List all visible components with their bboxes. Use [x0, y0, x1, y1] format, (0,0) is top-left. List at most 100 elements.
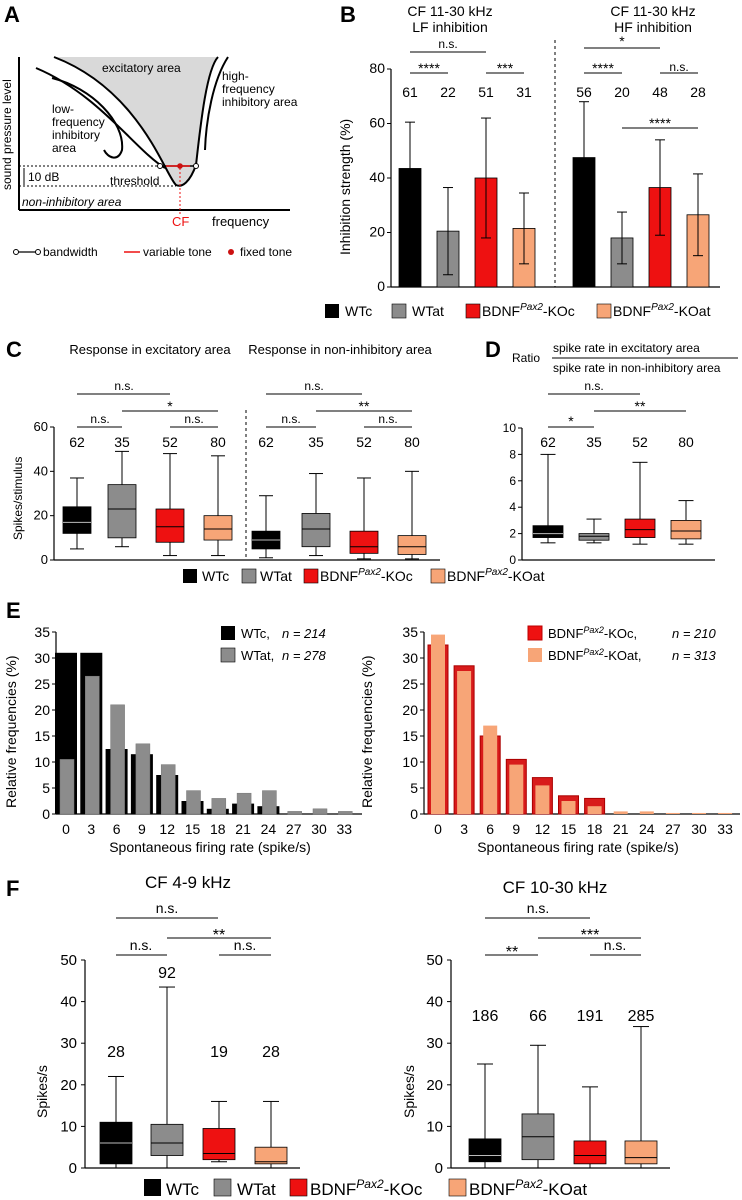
a-noninhib-label: non-inhibitory area — [22, 195, 122, 209]
cd-legend-koc-sup: Pax2 — [358, 567, 381, 578]
f-legend-koc: BDNFPax2-KOc — [310, 1177, 423, 1199]
e-right-legend-koat-sup: Pax2 — [583, 647, 604, 657]
y-tick-label: 4 — [509, 500, 516, 514]
e-right-bar-koat — [639, 811, 654, 814]
e-xlabel-left: Spontaneous firing rate (spike/s) — [109, 839, 311, 855]
b-legend-koat: BDNFPax2-KOat — [613, 302, 711, 319]
a-lf-label-3: inhibitory — [52, 128, 100, 142]
c-n-label: 80 — [404, 434, 420, 450]
f-right-y-tick-label: 10 — [426, 1118, 443, 1135]
f-left-box — [150, 1123, 184, 1156]
y-tick-label: 60 — [369, 115, 385, 131]
f-title-2: CF 10-30 kHz — [503, 878, 608, 897]
e-left-bar-wtat — [287, 811, 302, 815]
c-left-box — [62, 506, 92, 534]
f-legend-wtat: WTat — [237, 1180, 276, 1199]
c-title-2: Response in non-inhibitory area — [248, 342, 432, 357]
f-left-n-label: 28 — [262, 1044, 280, 1061]
f-right-n-label: 285 — [628, 1008, 655, 1025]
d-n-label: 62 — [540, 434, 556, 450]
e-y-tick-label: 10 — [34, 754, 50, 770]
b-legend-koat-sup: Pax2 — [651, 302, 674, 313]
e-left-legend-wtc-n: n = 214 — [282, 626, 326, 641]
c-n-label: 62 — [69, 434, 85, 450]
f-right-box — [573, 1140, 607, 1165]
e-right-x-tick-label: 18 — [587, 821, 603, 837]
b-legend-wtat-swatch — [391, 303, 407, 319]
e-right-legend-koc-sup: Pax2 — [583, 625, 604, 635]
d-box — [532, 525, 564, 538]
c-sig-g: ** — [359, 398, 370, 414]
b-sig-ns2: n.s. — [669, 60, 688, 74]
y-tick-label: 80 — [369, 60, 385, 76]
b-n-label: 28 — [690, 84, 706, 100]
b-legend-koc-swatch — [465, 303, 481, 319]
excitatory-area-shape — [54, 57, 218, 186]
c-ylabel: Spikes/stimulus — [11, 457, 25, 540]
f-left-y-tick-label: 0 — [69, 1160, 77, 1177]
f-right-chart: 0 10 20 30 40 50 186 66 191 285 — [426, 952, 658, 1177]
f-left-chart: 0 10 20 30 40 50 28 92 19 28 — [60, 952, 288, 1177]
e-right-x-tick-label: 30 — [691, 821, 707, 837]
e-right-x-tick-label: 0 — [434, 821, 442, 837]
cd-legend-koc-post: -KOc — [381, 568, 413, 584]
f1-sig-b: n.s. — [130, 937, 153, 953]
e-left-bar-wtat — [211, 798, 227, 815]
e-right-x-tick-label: 24 — [639, 821, 655, 837]
e-y-tick-label: 20 — [402, 702, 418, 718]
e-y-tick-label: 15 — [402, 728, 418, 744]
f-legend-wtc: WTc — [166, 1180, 200, 1199]
panel-d-letter: D — [485, 337, 501, 362]
e-left-x-tick-label: 21 — [235, 821, 251, 837]
c-left-box — [155, 508, 185, 543]
cd-legend-koat: BDNFPax2-KOat — [447, 567, 545, 584]
f-right-n-label: 191 — [577, 1008, 604, 1025]
f-left-y-tick-label: 10 — [60, 1118, 77, 1135]
b-title-1a: CF 11-30 kHz — [407, 3, 492, 19]
e-right-bar-koat — [665, 812, 680, 814]
e-left-bar-wtat — [236, 792, 252, 815]
e-y-tick-label: 5 — [42, 780, 50, 796]
b-n-label: 56 — [576, 84, 592, 100]
b-legend-koc-post: -KOc — [543, 303, 575, 319]
c-n-labels: 62 35 52 80 62 35 52 80 — [69, 434, 420, 450]
b-ylabel: Inhibition strength (%) — [337, 119, 353, 255]
e-y-tick-label: 20 — [34, 702, 50, 718]
e-right-chart: 0 5 10 15 20 25 30 35 0 3 6 9 12 15 18 21 24 27 30 33 — [402, 624, 733, 837]
f-legend-koat: BDNFPax2-KOat — [469, 1177, 587, 1199]
e-ylabel-left: Relative frequencies (%) — [3, 655, 19, 808]
a-threshold-label: threshold — [110, 174, 159, 188]
f-legend-wtc-swatch — [144, 1179, 161, 1196]
cd-legend-koat-pre: BDNF — [447, 568, 485, 584]
b-sig-s5: **** — [649, 115, 671, 131]
e-right-x-tick-label: 15 — [561, 821, 577, 837]
b-legend-koc-sup: Pax2 — [520, 302, 543, 313]
f-legend-wtat-swatch — [213, 1178, 232, 1197]
f1-sig-d: n.s. — [234, 937, 257, 953]
a-lf-label-2: frequency — [52, 115, 105, 129]
d-n-label: 35 — [586, 434, 602, 450]
e-right-legend-koat-pre: BDNF — [548, 648, 583, 663]
c-left-box — [107, 484, 137, 539]
f-right-y-tick-label: 30 — [426, 1035, 443, 1052]
e-left-x-tick-label: 27 — [286, 821, 302, 837]
panel-d: D Ratio spike rate in excitatory area sp… — [485, 337, 738, 567]
b-sig-s4: **** — [592, 60, 614, 76]
f-legend-koc-swatch — [289, 1178, 308, 1197]
e-left-x-tick-label: 9 — [138, 821, 146, 837]
b-legend: WTc WTat BDNFPax2-KOc BDNFPax2-KOat — [325, 302, 711, 319]
e-left-bar-wtat — [160, 764, 176, 815]
e-right-x-tick-label: 33 — [717, 821, 733, 837]
y-tick-label: 0 — [509, 553, 516, 567]
a-cf-label: CF — [172, 214, 189, 229]
e-y-tick-label: 35 — [402, 624, 418, 640]
e-right-bar-koat — [535, 785, 550, 814]
y-tick-label: 6 — [509, 474, 516, 488]
panel-c: C Response in excitatory area Response i… — [6, 337, 440, 567]
b-title-2a: CF 11-30 kHz — [610, 3, 695, 19]
e-right-x-tick-label: 21 — [613, 821, 629, 837]
panel-f-letter: F — [6, 876, 19, 901]
y-tick-label: 20 — [34, 508, 48, 523]
a-hf-label-3: inhibitory area — [222, 95, 298, 109]
e-left-x-tick-label: 0 — [62, 821, 70, 837]
